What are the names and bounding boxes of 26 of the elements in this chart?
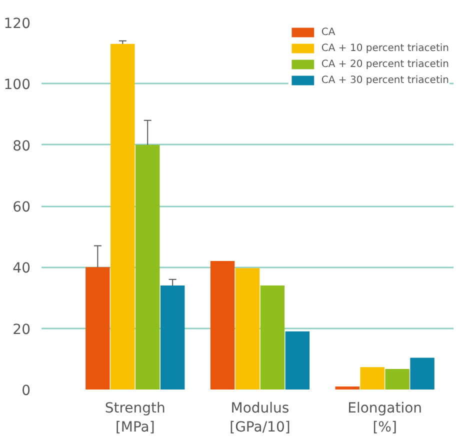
legend-label: CA: [321, 26, 336, 38]
bar: [385, 369, 410, 390]
bar: [86, 267, 110, 390]
y-tick-label: 100: [4, 77, 31, 94]
y-tick-label: 120: [4, 16, 31, 32]
y-tick-label: 0: [22, 383, 31, 399]
bar: [160, 286, 185, 390]
legend-label: CA + 20 percent triacetin: [321, 58, 449, 70]
y-tick-label: 60: [12, 200, 31, 216]
bar: [335, 386, 360, 390]
y-tick-label: 80: [12, 138, 31, 154]
bar: [285, 331, 310, 390]
x-tick-label: Elongation [%]: [348, 400, 422, 436]
bar: [136, 144, 160, 390]
bar: [360, 367, 384, 390]
x-tick-label: Modulus [GPa/10]: [230, 400, 290, 436]
x-tick-label: Strength [MPa]: [104, 400, 166, 436]
bar: [210, 261, 235, 390]
y-tick-label: 20: [12, 322, 31, 338]
legend-label: CA + 10 percent triacetin: [321, 42, 449, 54]
bar: [235, 268, 260, 390]
y-tick-label: 40: [12, 260, 31, 277]
bar: [260, 286, 285, 390]
legend-label: CA + 30 percent triacetin: [321, 74, 449, 86]
bar: [110, 44, 135, 390]
bar: [410, 358, 434, 390]
